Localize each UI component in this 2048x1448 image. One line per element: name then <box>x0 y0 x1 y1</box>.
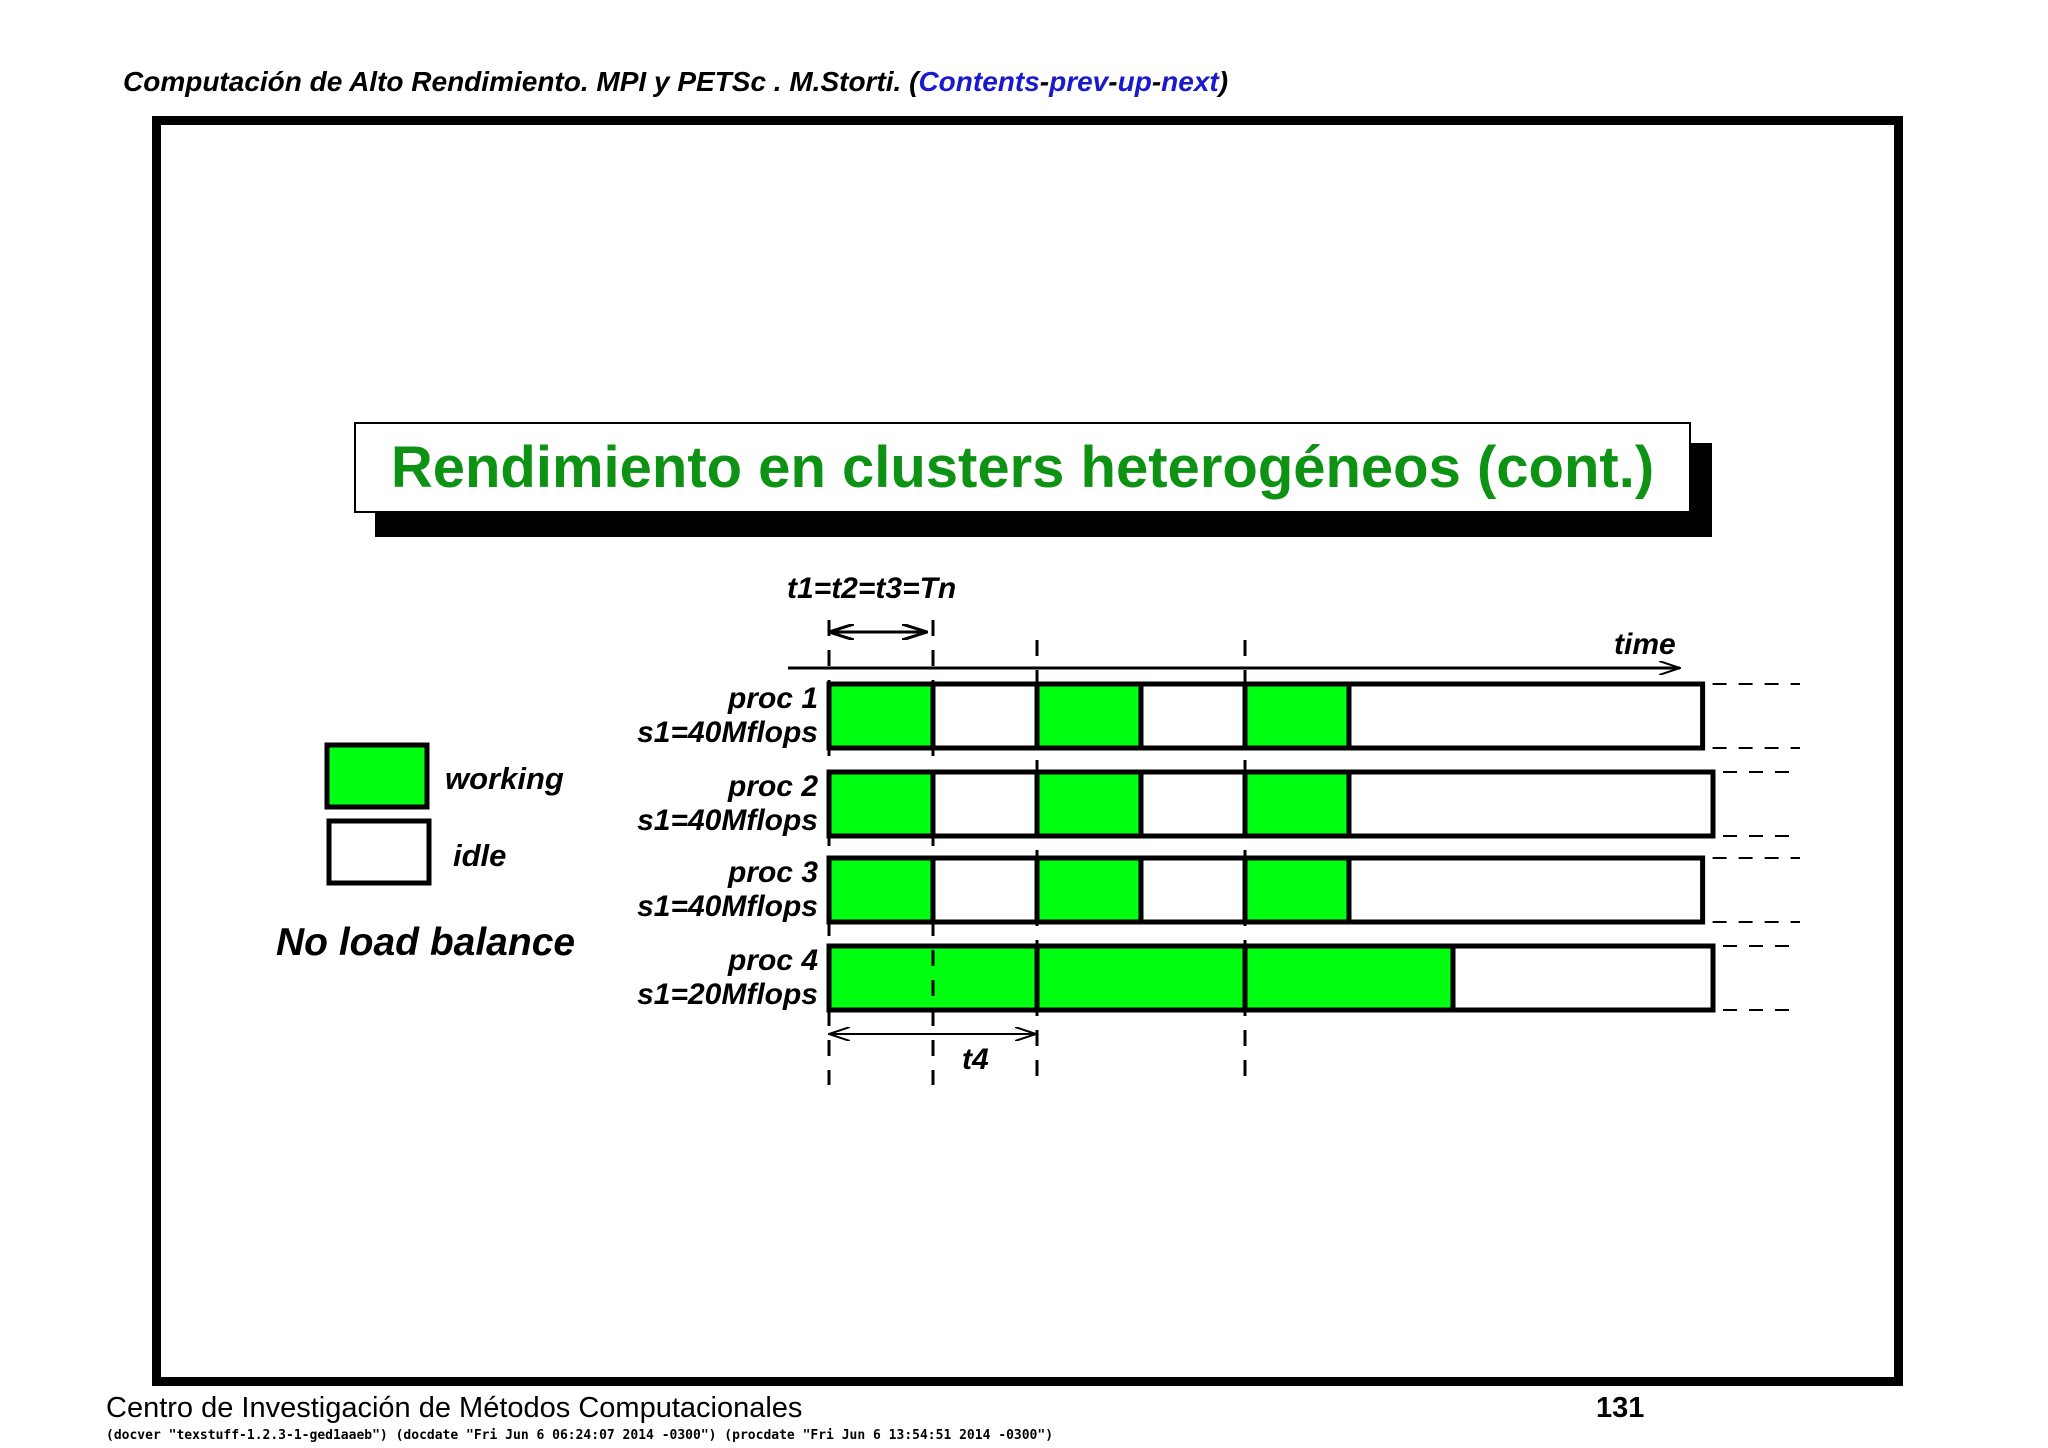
process-speed: s1=20Mflops <box>637 978 818 1011</box>
legend-working-label: working <box>445 761 564 796</box>
t-equal-label: t1=t2=t3=Tn <box>787 572 956 605</box>
working-segment <box>1242 769 1352 839</box>
idle-segment <box>930 681 1040 751</box>
legend-idle-label: idle <box>453 838 506 873</box>
footer-version-info: (docver "texstuff-1.2.3-1-ged1aaeb") (do… <box>106 1428 1054 1443</box>
idle-segment <box>1138 769 1248 839</box>
header-suffix: ) <box>1218 66 1229 97</box>
slide-title: Rendimiento en clusters heterogéneos (co… <box>390 435 1655 500</box>
t4-label: t4 <box>962 1043 989 1076</box>
idle-segment <box>1138 855 1248 925</box>
idle-segment <box>1346 855 1706 925</box>
contents-link[interactable]: Contents <box>918 66 1040 97</box>
idle-segment <box>1346 681 1706 751</box>
next-link[interactable]: next <box>1161 66 1219 97</box>
up-link[interactable]: up <box>1117 66 1152 97</box>
idle-segment <box>1450 943 1716 1013</box>
process-speed: s1=40Mflops <box>637 890 818 923</box>
working-segment <box>1034 769 1144 839</box>
process-speed: s1=40Mflops <box>637 804 818 837</box>
process-name: proc 4 <box>727 944 818 977</box>
legend-caption: No load balance <box>276 921 575 964</box>
working-segment <box>1242 855 1352 925</box>
working-segment <box>1242 681 1352 751</box>
header-title: Computación de Alto Rendimiento. MPI y P… <box>123 66 919 97</box>
prev-link[interactable]: prev <box>1049 66 1109 97</box>
time-label: time <box>1614 628 1676 661</box>
document-header: Computación de Alto Rendimiento. MPI y P… <box>123 66 1228 98</box>
legend-working-swatch <box>324 742 430 810</box>
working-segment <box>826 681 936 751</box>
working-segment <box>826 855 936 925</box>
header-separator: - <box>1108 66 1118 97</box>
working-segment <box>1034 943 1248 1013</box>
process-name: proc 3 <box>727 856 818 889</box>
footer-institution: Centro de Investigación de Métodos Compu… <box>106 1392 803 1424</box>
working-segment <box>1034 681 1144 751</box>
slide-frame <box>152 116 1903 1386</box>
working-segment <box>1242 943 1456 1013</box>
header-separator: - <box>1151 66 1162 97</box>
idle-segment <box>1346 769 1716 839</box>
slide-title-box: Rendimiento en clusters heterogéneos (co… <box>354 422 1691 513</box>
process-name: proc 2 <box>727 770 818 803</box>
idle-segment <box>930 855 1040 925</box>
header-separator: - <box>1039 66 1050 97</box>
working-segment <box>826 769 936 839</box>
idle-segment <box>930 769 1040 839</box>
process-name: proc 1 <box>727 682 818 715</box>
page-number: 131 <box>1596 1392 1645 1424</box>
process-speed: s1=40Mflops <box>637 716 818 749</box>
working-segment <box>1034 855 1144 925</box>
legend-idle-swatch <box>326 818 432 886</box>
idle-segment <box>1138 681 1248 751</box>
